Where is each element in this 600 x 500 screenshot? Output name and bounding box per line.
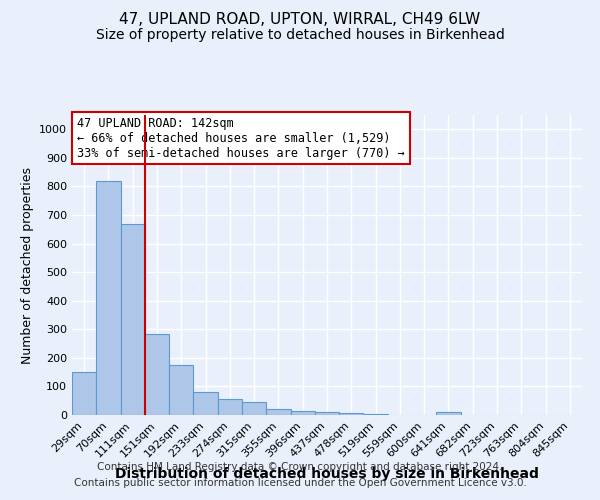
Bar <box>339 412 364 415</box>
X-axis label: Distribution of detached houses by size in Birkenhead: Distribution of detached houses by size … <box>115 467 539 481</box>
Bar <box>242 402 266 415</box>
Bar <box>96 180 121 415</box>
Bar <box>266 408 290 415</box>
Bar <box>364 414 388 415</box>
Bar <box>121 224 145 415</box>
Bar <box>169 365 193 415</box>
Text: Size of property relative to detached houses in Birkenhead: Size of property relative to detached ho… <box>95 28 505 42</box>
Bar <box>72 372 96 415</box>
Text: Contains HM Land Registry data © Crown copyright and database right 2024.: Contains HM Land Registry data © Crown c… <box>97 462 503 472</box>
Bar <box>290 412 315 415</box>
Text: 47 UPLAND ROAD: 142sqm
← 66% of detached houses are smaller (1,529)
33% of semi-: 47 UPLAND ROAD: 142sqm ← 66% of detached… <box>77 116 405 160</box>
Bar <box>218 398 242 415</box>
Text: Contains public sector information licensed under the Open Government Licence v3: Contains public sector information licen… <box>74 478 526 488</box>
Bar <box>315 412 339 415</box>
Y-axis label: Number of detached properties: Number of detached properties <box>20 166 34 364</box>
Bar <box>193 392 218 415</box>
Bar <box>436 412 461 415</box>
Text: 47, UPLAND ROAD, UPTON, WIRRAL, CH49 6LW: 47, UPLAND ROAD, UPTON, WIRRAL, CH49 6LW <box>119 12 481 28</box>
Bar <box>145 334 169 415</box>
